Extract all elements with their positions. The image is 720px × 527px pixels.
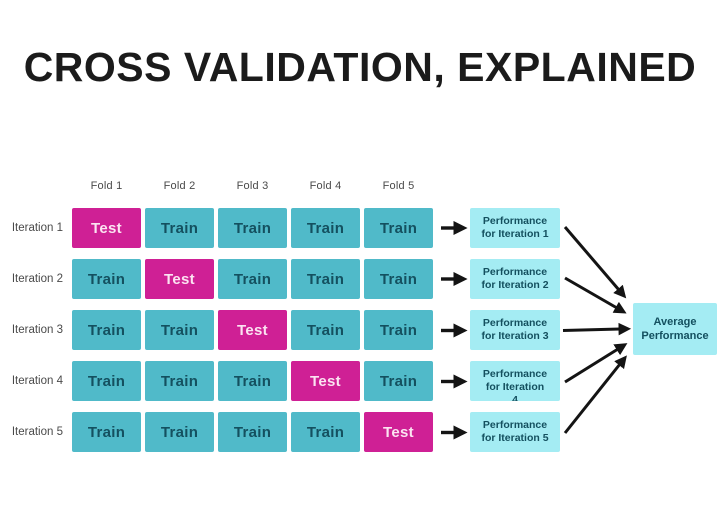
grid-cell-5-4: Train <box>291 412 360 452</box>
average-box-line2: Performance <box>641 330 709 342</box>
iteration-label-4: Iteration 4 <box>11 375 63 387</box>
grid-cell-2-4: Train <box>291 259 360 299</box>
grid-cell-1-5: Train <box>364 208 433 248</box>
iteration-label-5: Iteration 5 <box>11 426 63 438</box>
grid-cell-3-3: Test <box>218 310 287 350</box>
grid-cell-5-3: Train <box>218 412 287 452</box>
performance-box-3: Performance for Iteration 3 <box>470 310 560 350</box>
performance-box-2-line1: Performance <box>482 266 548 278</box>
converge-arrow-4 <box>564 343 628 384</box>
grid-cell-2-3: Train <box>218 259 287 299</box>
grid-cell-1-2: Train <box>145 208 214 248</box>
converge-arrow-1 <box>563 226 627 299</box>
average-performance-box: Average Performance <box>633 303 717 355</box>
performance-box-3-line2: for Iteration 3 <box>481 330 549 342</box>
converge-arrow-3 <box>562 322 632 336</box>
grid-cell-1-3: Train <box>218 208 287 248</box>
grid-cell-4-5: Train <box>364 361 433 401</box>
performance-box-2-line2: for Iteration 2 <box>481 279 549 291</box>
performance-box-4: Performance for Iteration 4 <box>470 361 560 401</box>
performance-box-1: Performance for Iteration 1 <box>470 208 560 248</box>
grid-cell-3-5: Train <box>364 310 433 350</box>
iteration-label-1: Iteration 1 <box>11 222 63 234</box>
performance-box-5: Performance for Iteration 5 <box>470 412 560 452</box>
grid-cell-1-1: Test <box>72 208 141 248</box>
page-title: CROSS VALIDATION, EXPLAINED <box>23 44 697 90</box>
iteration-label-3: Iteration 3 <box>11 324 63 336</box>
grid-cell-5-5: Test <box>364 412 433 452</box>
performance-box-4-line2: for Iteration <box>485 381 545 393</box>
grid-corner-spacer <box>8 175 68 197</box>
performance-box-4-line1: Performance <box>482 368 548 380</box>
performance-box-2: Performance for Iteration 2 <box>470 259 560 299</box>
fold-header-3: Fold 3 <box>236 180 269 192</box>
grid-cell-3-2: Train <box>145 310 214 350</box>
performance-box-1-line2: for Iteration 1 <box>481 228 549 240</box>
performance-box-3-line1: Performance <box>482 317 548 329</box>
grid-cell-2-1: Train <box>72 259 141 299</box>
grid-cell-2-2: Test <box>145 259 214 299</box>
average-box-line1: Average <box>653 316 697 328</box>
fold-header-5: Fold 5 <box>382 180 415 192</box>
grid-cell-5-2: Train <box>145 412 214 452</box>
grid-cell-4-1: Train <box>72 361 141 401</box>
performance-box-1-line1: Performance <box>482 215 548 227</box>
converge-arrow-5 <box>563 355 627 434</box>
grid-cell-2-5: Train <box>364 259 433 299</box>
grid-cell-3-4: Train <box>291 310 360 350</box>
grid-cell-4-3: Train <box>218 361 287 401</box>
grid-cell-1-4: Train <box>291 208 360 248</box>
fold-header-1: Fold 1 <box>90 180 123 192</box>
converge-arrow-2 <box>564 276 627 314</box>
grid-cell-4-4: Test <box>291 361 360 401</box>
grid-cell-4-2: Train <box>145 361 214 401</box>
cv-grid: Fold 1 Fold 2 Fold 3 Fold 4 Fold 5 Itera… <box>8 175 433 452</box>
performance-box-4-line3: 4 <box>512 394 518 401</box>
fold-header-2: Fold 2 <box>163 180 196 192</box>
fold-header-4: Fold 4 <box>309 180 342 192</box>
performance-box-5-line2: for Iteration 5 <box>481 432 549 444</box>
iteration-label-2: Iteration 2 <box>11 273 63 285</box>
performance-box-5-line1: Performance <box>482 419 548 431</box>
grid-cell-3-1: Train <box>72 310 141 350</box>
grid-cell-5-1: Train <box>72 412 141 452</box>
